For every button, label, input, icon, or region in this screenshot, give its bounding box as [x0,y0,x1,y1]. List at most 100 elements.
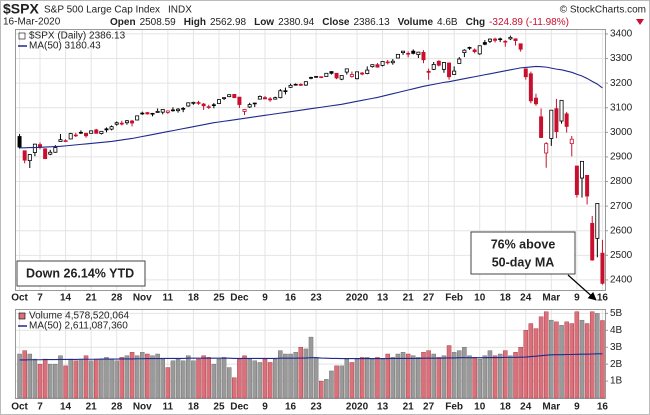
volume-bar [487,350,493,399]
x-tick-label: 21 [86,402,98,413]
candle-body [329,71,334,74]
volume-bar [411,355,416,399]
y-tick-label: 3200 [610,78,633,89]
candle-body [201,103,206,107]
volume-bar [549,319,554,399]
x-tick-label: Nov [133,402,152,413]
volume-bar [421,352,426,399]
volume-bar [462,347,467,399]
volume-bar [426,350,431,399]
volume-bar [288,353,293,399]
candle-body [130,120,135,124]
x-tick-label: Dec [230,293,249,304]
volume-bar [104,357,109,399]
volume-bar [278,350,283,399]
candle-body [564,113,569,127]
candle-body [186,102,191,107]
candle-body [319,76,324,78]
candle-body [165,110,170,113]
candle-body [518,43,523,50]
candle-body [216,99,221,104]
volume-bar [497,353,503,399]
volume-bar [73,360,79,399]
legend-swatch [18,32,26,40]
volume-bar [216,358,222,399]
candle-body [426,70,431,73]
legend-label: MA(50) 3180.43 [29,41,101,52]
x-tick-label: 21 [403,293,415,304]
y-tick-label: 2600 [610,225,633,236]
volume-bar [140,352,145,399]
candle-body [544,143,549,154]
candle-body [135,115,140,121]
quote-value: 2380.94 [278,17,315,28]
volume-bar [508,355,513,399]
candle-body [508,36,513,40]
x-tick-label: 16 [285,293,297,304]
x-tick-label: 23 [311,402,323,413]
candle-body [298,83,303,86]
x-tick-label: 23 [311,293,323,304]
ma-line [19,65,603,149]
volume-bar [22,350,27,399]
candle-body [457,58,462,64]
candle-body [94,129,99,134]
x-tick-label: 18 [500,293,512,304]
ma-box [470,231,576,275]
candle-body [436,60,441,66]
candle-body [355,71,360,80]
candle-body [385,61,390,64]
volume-bar [68,358,73,399]
candle-body [390,60,395,64]
candle-body [411,50,416,54]
volume-bar [267,362,273,399]
quote-label: Chg [466,17,485,28]
volume-bar [293,352,298,399]
quote-value: 2508.59 [140,17,177,28]
candle-body [293,83,298,86]
volume-bar [272,358,278,399]
candle-body [278,90,283,99]
volume-bar [298,347,304,399]
volume-bar [451,352,457,399]
x-tick-label: Oct [11,293,28,304]
x-tick-label: 18 [188,293,200,304]
quote-value: 2562.98 [210,17,247,28]
volume-bar [416,357,421,399]
candle-body [17,136,22,148]
volume-bar [513,352,518,399]
volume-bar [569,323,575,399]
x-tick-label: 18 [188,402,200,413]
volume-bar [354,358,360,399]
volume-bar [221,357,227,399]
volume-bar [554,321,559,399]
x-tick-label: 25 [213,293,225,304]
candle-body [89,130,94,134]
volume-bar [191,360,196,399]
x-tick-label: 28 [111,293,123,304]
y-tick-label: 5B [610,308,623,319]
candle-body [416,51,421,55]
volume-bar [257,362,263,399]
volume-bar [523,330,528,399]
candle-body [549,109,554,139]
volume-bar [482,355,488,399]
candle-body [73,134,78,137]
x-tick-label: 11 [163,402,174,413]
candle-body [283,90,288,92]
volume-bar [457,350,462,399]
x-tick-label: 2020 [346,402,369,413]
volume-bar [119,357,125,399]
candle-body [191,101,196,104]
x-tick-label: Mar [542,402,560,413]
candle-body [574,165,579,195]
x-tick-label: Dec [230,402,249,413]
candle-body [380,61,385,66]
candle-body [452,70,457,75]
candle-body [109,126,114,130]
candle-body [181,108,186,110]
volume-bar [359,357,365,399]
candle-body [68,133,73,140]
candle-body [324,72,329,77]
volume-bar [53,363,58,399]
